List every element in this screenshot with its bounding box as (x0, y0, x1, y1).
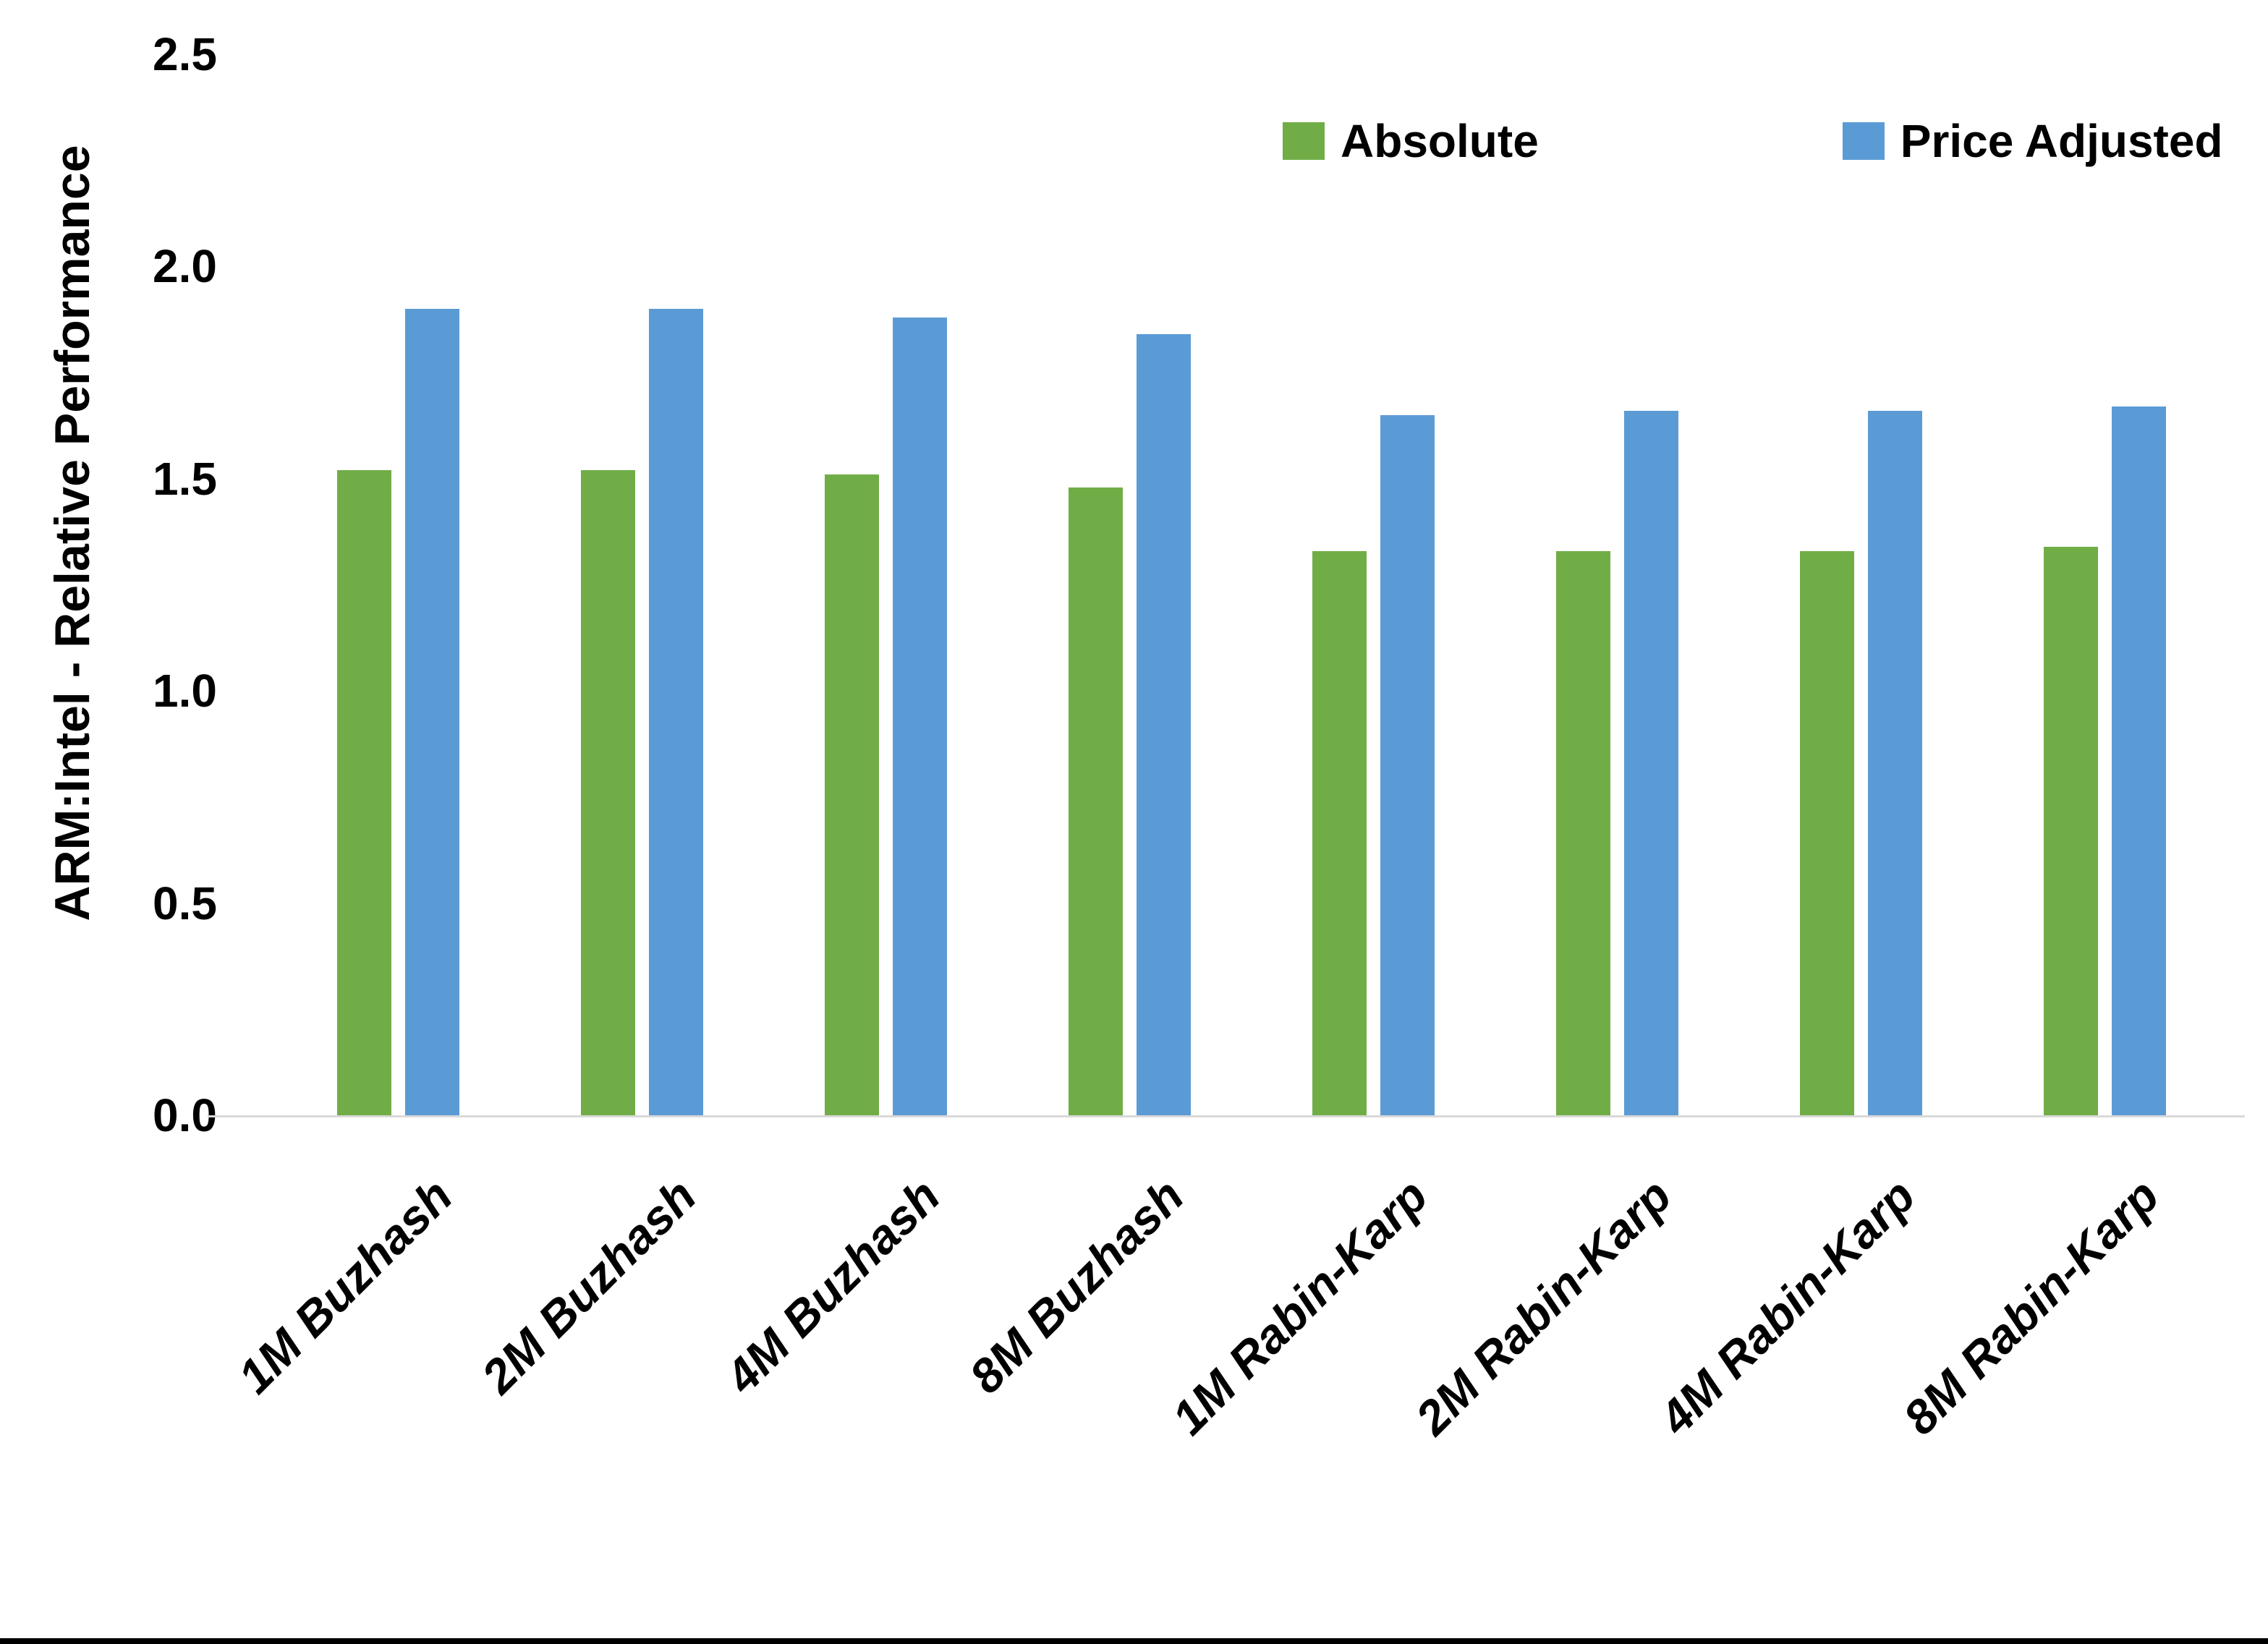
legend-swatch-price-adjusted (1842, 122, 1885, 160)
x-axis-label-8m-buzhash: 8M Buzhash (958, 1168, 1194, 1404)
y-tick-label-2.0: 2.0 (153, 240, 217, 293)
bar-absolute-1m-rabin-karp (1312, 551, 1367, 1115)
bar-price-adjusted-8m-buzhash (1137, 334, 1191, 1115)
bar-absolute-2m-buzhash (581, 470, 635, 1115)
legend-label-price-adjusted: Price Adjusted (1900, 115, 2223, 167)
bottom-border (0, 1638, 2268, 1644)
y-tick-label-2.5: 2.5 (153, 28, 217, 80)
legend: Absolute Price Adjusted (1283, 115, 2223, 167)
bar-absolute-2m-rabin-karp (1556, 551, 1610, 1115)
x-axis-label-8m-rabin-karp: 8M Rabin-Karp (1892, 1168, 2169, 1445)
bar-absolute-8m-rabin-karp (2044, 547, 2098, 1115)
bar-absolute-8m-buzhash (1069, 487, 1123, 1115)
bar-absolute-4m-buzhash (825, 474, 879, 1115)
x-axis-label-4m-rabin-karp: 4M Rabin-Karp (1648, 1168, 1925, 1445)
y-tick-label-1.5: 1.5 (153, 452, 217, 505)
x-axis-line (208, 1115, 2245, 1117)
bar-price-adjusted-2m-rabin-karp (1624, 411, 1678, 1115)
legend-swatch-absolute (1283, 122, 1325, 160)
x-axis-label-2m-buzhash: 2M Buzhash (470, 1168, 706, 1404)
bar-price-adjusted-4m-rabin-karp (1868, 411, 1922, 1115)
x-axis-label-1m-buzhash: 1M Buzhash (226, 1168, 462, 1404)
bar-price-adjusted-4m-buzhash (893, 318, 947, 1115)
x-axis-label-4m-buzhash: 4M Buzhash (714, 1168, 950, 1404)
y-tick-label-0.5: 0.5 (153, 877, 217, 929)
bar-price-adjusted-2m-buzhash (649, 309, 703, 1115)
y-tick-label-1.0: 1.0 (153, 665, 217, 717)
bar-price-adjusted-1m-buzhash (405, 309, 459, 1115)
bar-price-adjusted-1m-rabin-karp (1380, 415, 1435, 1115)
legend-label-absolute: Absolute (1341, 115, 1539, 167)
bar-absolute-4m-rabin-karp (1800, 551, 1854, 1115)
bar-absolute-1m-buzhash (337, 470, 391, 1115)
bar-price-adjusted-8m-rabin-karp (2112, 406, 2166, 1115)
y-tick-label-0.0: 0.0 (153, 1089, 217, 1141)
x-axis-label-2m-rabin-karp: 2M Rabin-Karp (1404, 1168, 1681, 1445)
x-axis-label-1m-rabin-karp: 1M Rabin-Karp (1160, 1168, 1437, 1445)
